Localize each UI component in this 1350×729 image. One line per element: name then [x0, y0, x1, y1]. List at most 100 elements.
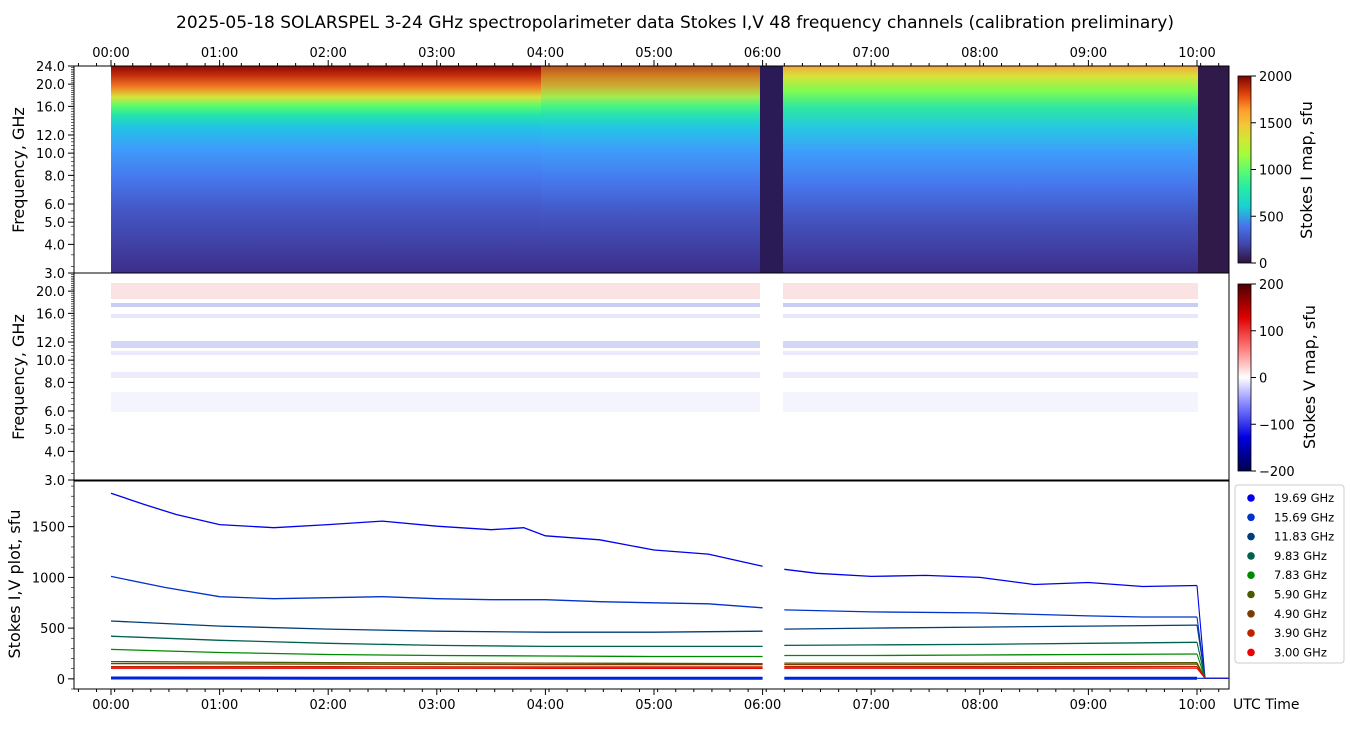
colorbar-tick-label: 1000 — [1259, 164, 1292, 179]
frequency-tick-label: 16.0 — [36, 100, 65, 115]
legend-label: 15.69 GHz — [1274, 510, 1334, 524]
frequency-tick-label: 20.0 — [36, 78, 65, 93]
top-time-tick-label: 02:00 — [309, 46, 346, 61]
colorbar-tick-label: 0 — [1259, 257, 1267, 272]
top-time-tick-label: 07:00 — [852, 46, 889, 61]
frequency-tick-label: 10.0 — [36, 354, 65, 369]
line-plot-y-tick-label: 1000 — [32, 571, 65, 586]
stokes-i-colorbar-gradient — [1238, 76, 1251, 263]
legend-marker — [1247, 629, 1255, 637]
frequency-tick-label: 16.0 — [36, 307, 65, 322]
top-time-tick-label: 06:00 — [744, 46, 781, 61]
legend-label: 11.83 GHz — [1274, 530, 1334, 544]
frequency-tick-label: 20.0 — [36, 285, 65, 300]
stokes-v-band-7ghz — [111, 392, 1198, 412]
bottom-time-tick-label: 09:00 — [1070, 698, 1107, 713]
top-time-tick-label: 00:00 — [92, 46, 129, 61]
stokes-v-colorbar-gradient — [1238, 284, 1251, 471]
stokes-i-late-block — [783, 66, 1198, 273]
frequency-tick-label: 6.0 — [44, 405, 65, 420]
line-plot-y-tick-label: 1500 — [32, 521, 65, 536]
legend-label: 7.83 GHz — [1274, 568, 1327, 582]
stokes-i-gap-band — [760, 66, 783, 273]
stokes-i-y-axis: 3.04.05.06.08.010.012.016.020.024.0 — [36, 60, 74, 282]
top-time-tick-label: 03:00 — [418, 46, 455, 61]
stokes-i-colorbar-ticks: 0 500 1000 1500 2000 — [1251, 70, 1292, 272]
colorbar-tick-label: 100 — [1259, 325, 1284, 340]
frequency-tick-label: 8.0 — [44, 169, 65, 184]
stokes-v-colorbar-label: Stokes V map, sfu — [1300, 305, 1319, 449]
frequency-tick-label: 3.0 — [44, 474, 65, 489]
legend-marker — [1247, 494, 1255, 502]
colorbar-tick-label: −200 — [1259, 465, 1295, 480]
legend-marker — [1247, 591, 1255, 599]
legend-marker — [1247, 571, 1255, 579]
stokes-v-y-axis: 3.04.05.06.08.010.012.016.020.0 — [36, 273, 74, 489]
frequency-tick-label: 6.0 — [44, 198, 65, 213]
line-plot-y-tick-label: 500 — [40, 622, 65, 637]
stokes-v-top-band — [111, 283, 1198, 299]
bottom-time-tick-label: 08:00 — [961, 698, 998, 713]
stokes-v-ylabel: Frequency, GHz — [9, 314, 28, 440]
top-time-tick-label: 05:00 — [635, 46, 672, 61]
legend-marker — [1247, 533, 1255, 541]
legend-label: 5.90 GHz — [1274, 588, 1327, 602]
top-time-tick-label: 10:00 — [1178, 46, 1215, 61]
stokes-v-band-9ghz — [111, 372, 1198, 378]
line-plot-ylabel: Stokes I,V plot, sfu — [5, 510, 24, 659]
top-time-tick-label: 01:00 — [201, 46, 238, 61]
colorbar-tick-label: 200 — [1259, 278, 1284, 293]
series-line-segment — [784, 664, 1197, 665]
line-plot-frame — [74, 481, 1229, 689]
stokes-v-panel: 3.04.05.06.08.010.012.016.020.0 Frequenc… — [9, 273, 1229, 489]
stokes-v-band-16ghz — [111, 314, 1198, 318]
top-time-axis: 00:00 01:00 02:00 03:00 04:00 05:00 06:00 07:00… — [78, 46, 1218, 66]
top-time-tick-label: 08:00 — [961, 46, 998, 61]
frequency-tick-label: 5.0 — [44, 423, 65, 438]
series-line-segment — [784, 663, 1197, 664]
stokes-i-end-band — [1198, 66, 1229, 273]
stokes-i-empty-left — [74, 66, 111, 273]
stokes-i-ylabel: Frequency, GHz — [9, 107, 28, 233]
frequency-tick-label: 4.0 — [44, 238, 65, 253]
stokes-v-colorbar-ticks: 200 100 0 −100 −200 — [1251, 278, 1295, 480]
bottom-time-tick-label: 10:00 — [1178, 698, 1215, 713]
legend-marker — [1247, 649, 1255, 657]
bottom-time-tick-label: 00:00 — [92, 698, 129, 713]
legend-marker — [1247, 610, 1255, 618]
stokes-v-band-11ghz — [111, 351, 1198, 355]
frequency-tick-label: 24.0 — [36, 60, 65, 75]
stokes-v-band-18ghz — [111, 303, 1198, 307]
stokes-v-colorbar: 200 100 0 −100 −200 Stokes V map, sfu — [1238, 278, 1319, 480]
colorbar-tick-label: 2000 — [1259, 70, 1292, 85]
legend-marker — [1247, 552, 1255, 560]
legend-label: 9.83 GHz — [1274, 549, 1327, 563]
top-time-tick-label: 09:00 — [1070, 46, 1107, 61]
colorbar-tick-label: 500 — [1259, 210, 1284, 225]
legend-label: 3.00 GHz — [1274, 645, 1327, 659]
stokes-i-early-block — [111, 66, 541, 273]
frequency-tick-label: 4.0 — [44, 445, 65, 460]
stokes-i-panel: 3.04.05.06.08.010.012.016.020.024.0 Freq… — [9, 60, 1229, 282]
colorbar-tick-label: −100 — [1259, 418, 1295, 433]
top-time-tick-label: 04:00 — [527, 46, 564, 61]
frequency-tick-label: 3.0 — [44, 267, 65, 282]
figure-title: 2025-05-18 SOLARSPEL 3-24 GHz spectropol… — [176, 13, 1174, 33]
colorbar-tick-label: 1500 — [1259, 117, 1292, 132]
colorbar-tick-label: 0 — [1259, 372, 1267, 387]
legend-label: 3.90 GHz — [1274, 626, 1327, 640]
stokes-v-gap — [760, 273, 783, 480]
x-axis-label: UTC Time — [1233, 697, 1299, 713]
frequency-tick-label: 5.0 — [44, 216, 65, 231]
bottom-time-tick-label: 03:00 — [418, 698, 455, 713]
bottom-time-tick-label: 01:00 — [201, 698, 238, 713]
legend-label: 4.90 GHz — [1274, 607, 1327, 621]
stokes-v-band-12ghz — [111, 341, 1198, 348]
stokes-i-mid-fade — [541, 66, 760, 273]
